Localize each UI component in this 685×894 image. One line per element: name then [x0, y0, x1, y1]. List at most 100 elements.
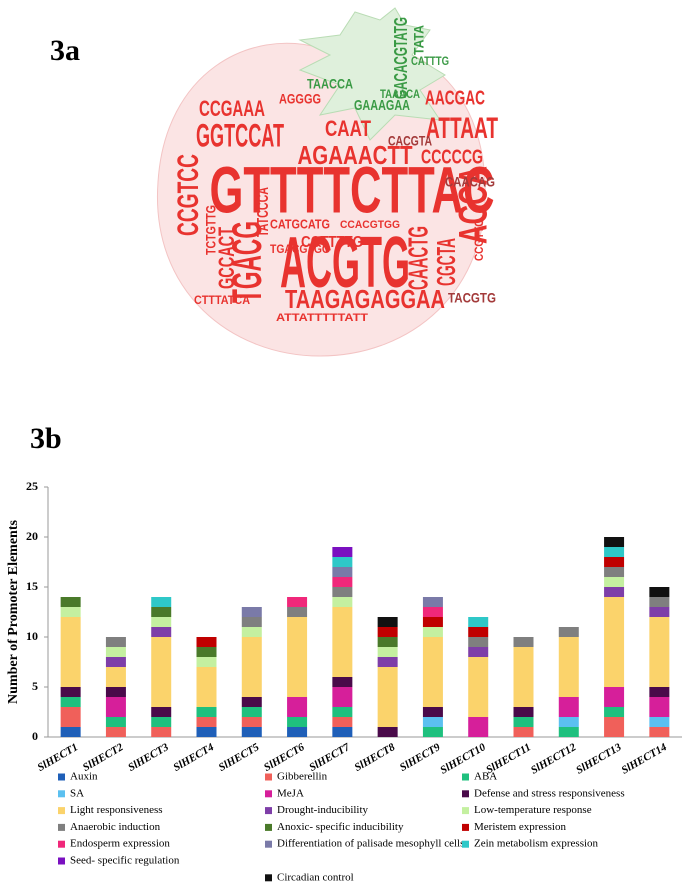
word: GGTCCAT	[196, 117, 284, 153]
bar-segment	[604, 537, 625, 547]
bar-segment	[151, 717, 172, 727]
bar-segment	[196, 667, 217, 707]
bar-segment	[196, 657, 217, 667]
legend-swatch	[58, 790, 65, 798]
bar-segment	[332, 577, 353, 587]
bar-segment	[513, 707, 534, 717]
word: TACGTG	[448, 290, 496, 306]
bar-segment	[513, 717, 534, 727]
word: CACGTA	[388, 133, 432, 149]
bar-segment	[649, 597, 670, 607]
word: GTTTTCTTAC	[210, 152, 495, 226]
bar-segment	[649, 697, 670, 717]
legend-label: SA	[70, 787, 84, 799]
bar-segment	[422, 707, 443, 717]
bar-segment	[105, 697, 126, 717]
bar-segment	[105, 657, 126, 667]
legend-swatch	[462, 840, 469, 848]
bar-segment	[332, 607, 353, 677]
bar-segment	[332, 597, 353, 607]
word: CAACAG	[445, 174, 495, 190]
bar-segment	[241, 627, 262, 637]
bar-segment	[468, 647, 489, 657]
bar-segment	[604, 597, 625, 687]
bar-segment	[332, 727, 353, 737]
legend-swatch	[265, 807, 272, 815]
legend-swatch	[462, 790, 469, 798]
bar-segment	[422, 717, 443, 727]
legend-label: Low-temperature response	[474, 804, 592, 816]
word: CAAT	[325, 116, 371, 141]
bar-segment	[151, 627, 172, 637]
word: CAACTG	[402, 226, 433, 290]
legend-label: Circadian control	[277, 871, 354, 883]
word: ACCA	[452, 166, 496, 244]
bar-segment	[105, 667, 126, 687]
bar-segment	[105, 717, 126, 727]
bar-segment	[151, 727, 172, 737]
bar-segment	[287, 617, 308, 697]
bar-segment	[604, 567, 625, 577]
bar-segment	[422, 607, 443, 617]
word: TATCCCA	[255, 187, 272, 237]
bar-segment	[287, 597, 308, 607]
bar-segment	[558, 637, 579, 697]
legend-swatch	[265, 840, 272, 848]
y-tick-label: 25	[26, 479, 38, 493]
legend-label: ABA	[474, 771, 497, 783]
bar-segment	[151, 707, 172, 717]
bar-segment	[649, 717, 670, 727]
bar-segment	[105, 647, 126, 657]
bar-segment	[468, 627, 489, 637]
bar-segment	[332, 707, 353, 717]
y-tick-label: 15	[26, 579, 38, 593]
bar-segment	[332, 557, 353, 567]
word: CCACGTGG	[340, 219, 400, 231]
bar-segment	[604, 557, 625, 567]
bar-segment	[649, 587, 670, 597]
bar-segment	[332, 717, 353, 727]
legend-label: Light responsiveness	[70, 804, 163, 816]
bar-segment	[241, 617, 262, 627]
bar-segment	[377, 657, 398, 667]
bar-segment	[513, 727, 534, 737]
legend-label: Auxin	[70, 771, 98, 783]
bar-segment	[377, 637, 398, 647]
bar-segment	[196, 647, 217, 657]
legend-label: Endosperm expression	[70, 838, 170, 850]
word: TCTGTTG	[203, 205, 219, 255]
x-tick-label: SlHECT4	[171, 741, 216, 774]
word: TATA	[411, 25, 427, 55]
bar-segment	[513, 647, 534, 707]
bar-segment	[468, 657, 489, 717]
bar-segment	[468, 717, 489, 737]
bar-segment	[377, 667, 398, 727]
bar-segment	[649, 687, 670, 697]
bar-segment	[196, 637, 217, 647]
stem-shape	[298, 7, 446, 141]
legend-label: MeJA	[277, 787, 304, 799]
word: CATGCATG	[270, 216, 330, 231]
bar-segment	[332, 687, 353, 707]
bar-segment	[60, 707, 81, 727]
bar-segment	[151, 597, 172, 607]
x-tick-label: SlHECT1	[35, 741, 80, 774]
bar-segment	[241, 697, 262, 707]
bar-segment	[105, 637, 126, 647]
bar-segment	[422, 597, 443, 607]
bar-segment	[196, 707, 217, 717]
legend-swatch	[265, 823, 272, 831]
bar-segment	[377, 727, 398, 737]
word: CGCTA	[431, 238, 461, 286]
x-tick-label: SlHECT14	[619, 741, 669, 777]
bar-segment	[332, 677, 353, 687]
x-tick-label: SlHECT8	[352, 741, 397, 774]
legend-label: Meristem expression	[474, 821, 566, 833]
word: ATTATTTTTATT	[276, 312, 368, 324]
bar-segment	[422, 617, 443, 627]
x-tick-label: SlHECT2	[81, 741, 126, 774]
word: GCCACT	[214, 227, 239, 289]
panel-label: 3b	[30, 422, 62, 455]
bar-segment	[468, 617, 489, 627]
